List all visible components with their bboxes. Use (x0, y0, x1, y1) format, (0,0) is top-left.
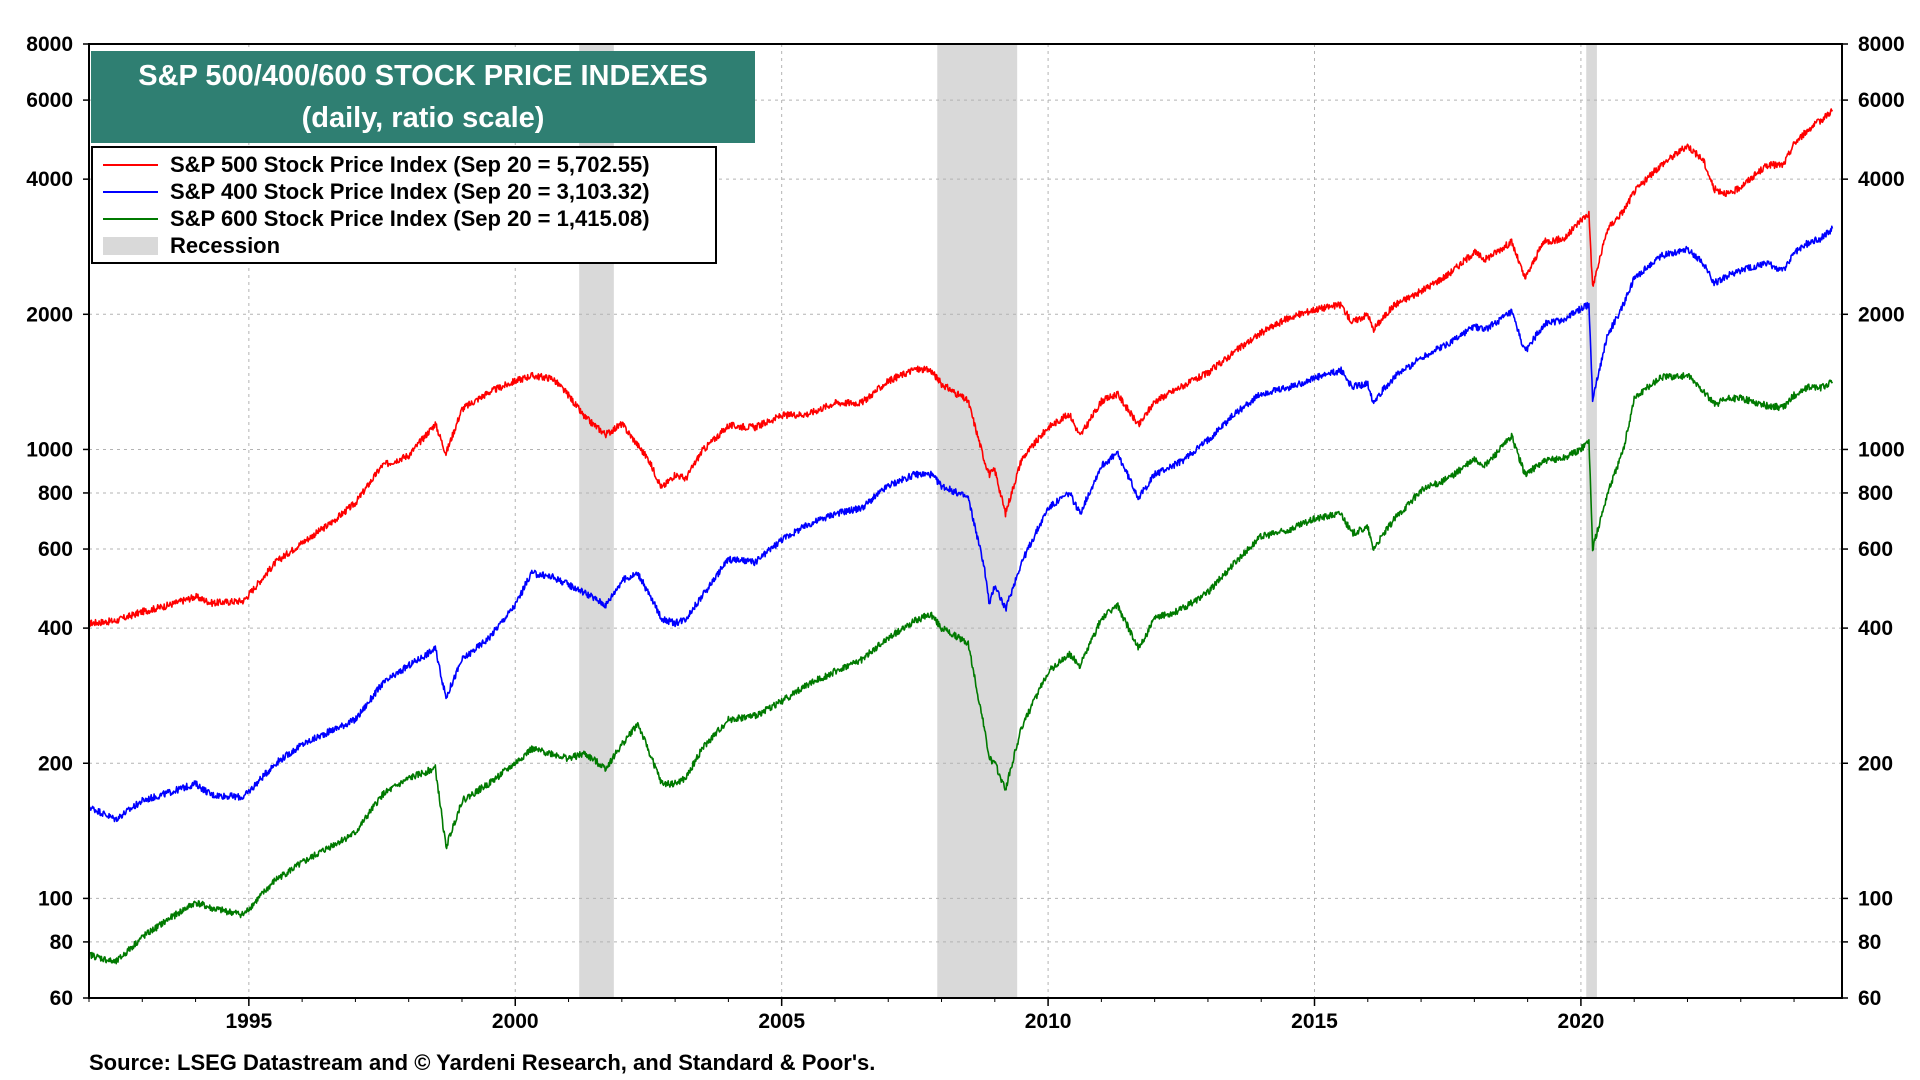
legend-line-sp400 (103, 190, 158, 193)
x-tick-label-5: 2020 (1558, 1010, 1605, 1033)
legend-line-sp500 (103, 163, 158, 166)
y-tick-label-left-7: 1000 (26, 438, 73, 461)
y-tick-label-right-4: 400 (1858, 617, 1893, 640)
y-tick-label-left-4: 400 (38, 617, 73, 640)
y-tick-label-left-5: 600 (38, 538, 73, 561)
y-tick-label-right-7: 1000 (1858, 438, 1905, 461)
legend-item-recession: Recession (103, 232, 280, 259)
y-tick-label-left-9: 4000 (26, 168, 73, 191)
legend-swatch-recession (103, 236, 158, 255)
series-line-1 (88, 225, 1834, 823)
y-tick-label-right-5: 600 (1858, 538, 1893, 561)
recession-band-1 (937, 44, 1018, 998)
y-tick-label-right-1: 80 (1858, 931, 1881, 954)
y-tick-label-left-0: 60 (50, 987, 73, 1010)
series-line-2 (88, 372, 1834, 965)
legend: S&P 500 Stock Price Index (Sep 20 = 5,70… (91, 146, 717, 264)
series-lines (88, 108, 1834, 965)
legend-label-sp500: S&P 500 Stock Price Index (Sep 20 = 5,70… (170, 151, 650, 177)
legend-label-sp400: S&P 400 Stock Price Index (Sep 20 = 3,10… (170, 178, 650, 204)
y-tick-label-right-0: 60 (1858, 987, 1881, 1010)
x-tick-label-3: 2010 (1025, 1010, 1072, 1033)
y-tick-label-left-2: 100 (38, 887, 73, 910)
y-tick-label-left-8: 2000 (26, 303, 73, 326)
x-tick-label-2: 2005 (758, 1010, 805, 1033)
y-tick-label-right-3: 200 (1858, 752, 1893, 775)
y-tick-label-left-1: 80 (50, 931, 73, 954)
x-tick-label-4: 2015 (1291, 1010, 1338, 1033)
y-tick-label-right-11: 8000 (1858, 33, 1905, 56)
chart-subtitle: (daily, ratio scale) (301, 102, 545, 134)
legend-label-recession: Recession (170, 232, 281, 258)
legend-item-sp600: S&P 600 Stock Price Index (Sep 20 = 1,41… (103, 205, 650, 232)
series-line-0 (88, 108, 1834, 627)
y-tick-label-right-10: 6000 (1858, 89, 1905, 112)
legend-line-sp600 (103, 217, 158, 220)
source-note: Source: LSEG Datastream and © Yardeni Re… (89, 1050, 876, 1075)
legend-item-sp500: S&P 500 Stock Price Index (Sep 20 = 5,70… (103, 151, 650, 178)
y-tick-label-left-10: 6000 (26, 89, 73, 112)
plot-frame (88, 43, 1843, 999)
x-tick-label-1: 2000 (492, 1010, 539, 1033)
y-tick-label-left-6: 800 (38, 482, 73, 505)
chart-title-box: S&P 500/400/600 STOCK PRICE INDEXES (dai… (91, 51, 755, 143)
y-tick-label-right-8: 2000 (1858, 303, 1905, 326)
legend-item-sp400: S&P 400 Stock Price Index (Sep 20 = 3,10… (103, 178, 650, 205)
y-tick-label-right-9: 4000 (1858, 168, 1905, 191)
chart-title: S&P 500/400/600 STOCK PRICE INDEXES (138, 60, 708, 92)
y-tick-label-right-6: 800 (1858, 482, 1893, 505)
legend-label-sp600: S&P 600 Stock Price Index (Sep 20 = 1,41… (170, 205, 650, 231)
gridlines (89, 44, 1842, 998)
y-tick-label-left-3: 200 (38, 752, 73, 775)
y-tick-label-left-11: 8000 (26, 33, 73, 56)
axis-ticks: 1995 2000 2005 2010 2015 2020 60 60 80 80 100 100 20… (26, 33, 1904, 1033)
x-tick-label-0: 1995 (225, 1010, 272, 1033)
y-tick-label-right-2: 100 (1858, 887, 1893, 910)
recession-bands (579, 44, 1597, 998)
